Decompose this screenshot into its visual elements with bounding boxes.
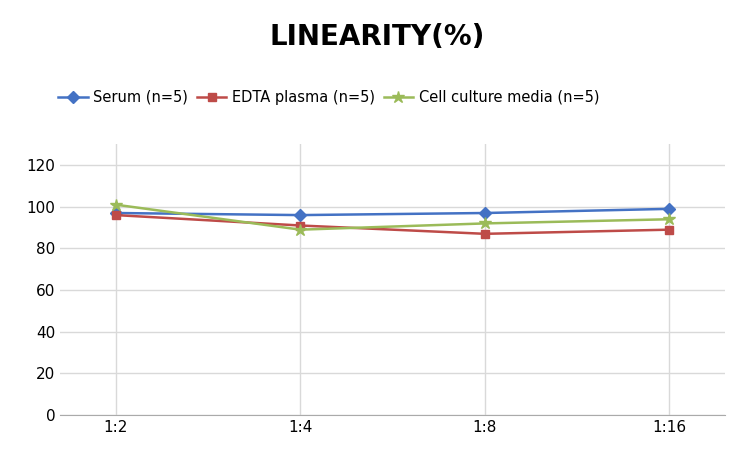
EDTA plasma (n=5) — [480, 231, 489, 236]
Text: LINEARITY(%): LINEARITY(%) — [270, 23, 485, 51]
Serum (n=5) — [296, 212, 305, 218]
EDTA plasma (n=5) — [111, 212, 120, 218]
Cell culture media (n=5) — [665, 216, 674, 222]
EDTA plasma (n=5) — [296, 223, 305, 228]
Line: Cell culture media (n=5): Cell culture media (n=5) — [109, 198, 676, 236]
Line: Serum (n=5): Serum (n=5) — [112, 205, 673, 219]
EDTA plasma (n=5) — [665, 227, 674, 232]
Cell culture media (n=5) — [480, 221, 489, 226]
Cell culture media (n=5) — [111, 202, 120, 207]
Line: EDTA plasma (n=5): EDTA plasma (n=5) — [112, 211, 673, 238]
Serum (n=5) — [111, 210, 120, 216]
Cell culture media (n=5) — [296, 227, 305, 232]
Serum (n=5) — [480, 210, 489, 216]
Serum (n=5) — [665, 206, 674, 212]
Legend: Serum (n=5), EDTA plasma (n=5), Cell culture media (n=5): Serum (n=5), EDTA plasma (n=5), Cell cul… — [53, 84, 606, 110]
